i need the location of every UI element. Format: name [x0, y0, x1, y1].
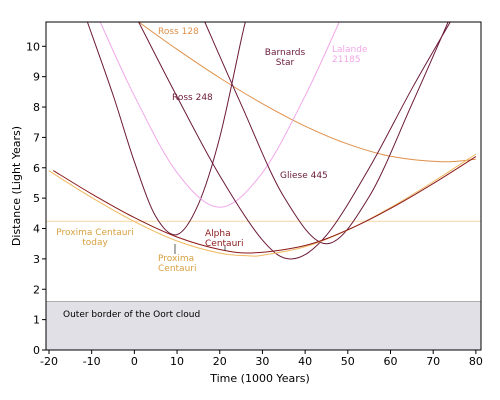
- y-tick-label: 8: [33, 101, 40, 114]
- y-tick-label: 5: [33, 192, 40, 205]
- oort-band: [46, 301, 481, 350]
- star-curve: [204, 22, 449, 245]
- y-tick-label: 7: [33, 131, 40, 144]
- star-label: Barnards: [265, 48, 306, 58]
- star-curve: [48, 153, 477, 257]
- x-tick-label: 60: [383, 355, 397, 368]
- star-curve: [99, 22, 340, 208]
- x-tick-label: -10: [83, 355, 101, 368]
- reference-label: Proxima Centauri: [56, 228, 133, 238]
- y-axis-label: Distance (Light Years): [10, 126, 23, 246]
- x-tick-label: 0: [131, 355, 138, 368]
- x-tick-label: 70: [426, 355, 440, 368]
- x-axis-label: Time (1000 Years): [209, 372, 310, 385]
- band-label: Outer border of the Oort cloud: [63, 310, 200, 320]
- y-tick-label: 10: [26, 40, 40, 53]
- star-curve: [52, 156, 477, 254]
- x-tick-label: 30: [255, 355, 269, 368]
- x-tick-label: 50: [341, 355, 355, 368]
- y-tick-label: 0: [33, 344, 40, 357]
- y-tick-label: 6: [33, 162, 40, 175]
- star-label: Ross 248: [172, 93, 213, 103]
- star-label: Star: [276, 58, 295, 68]
- star-curve: [86, 22, 246, 236]
- reference-label: today: [82, 238, 108, 248]
- star-label: Proxima: [158, 254, 194, 264]
- x-tick-label: 80: [469, 355, 483, 368]
- star-label: Centauri: [158, 264, 196, 274]
- star-label: Lalande: [332, 45, 368, 55]
- star-label: Centauri: [205, 239, 243, 249]
- x-tick-label: 10: [170, 355, 184, 368]
- plot-frame: [45, 21, 482, 351]
- y-tick-label: 2: [33, 283, 40, 296]
- x-tick-label: 40: [298, 355, 312, 368]
- star-label: Ross 128: [158, 27, 199, 37]
- x-tick-label: -20: [40, 355, 58, 368]
- y-tick-label: 4: [33, 223, 40, 236]
- star-curve: [138, 22, 476, 163]
- y-tick-label: 1: [33, 314, 40, 327]
- star-curve: [138, 22, 451, 260]
- x-tick-label: 20: [213, 355, 227, 368]
- y-tick-label: 9: [33, 71, 40, 84]
- star-label: Gliese 445: [280, 171, 328, 181]
- y-tick-label: 3: [33, 253, 40, 266]
- star-label: Alpha: [205, 229, 231, 239]
- star-label: 21185: [332, 55, 361, 65]
